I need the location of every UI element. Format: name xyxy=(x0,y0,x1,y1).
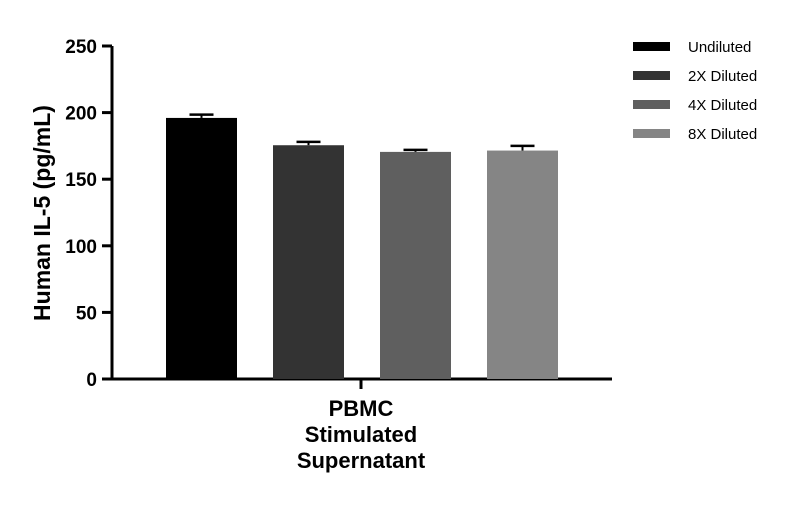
x-category-label: Stimulated xyxy=(305,422,417,447)
legend-label: Undiluted xyxy=(688,39,751,56)
y-tick-label: 200 xyxy=(65,104,97,125)
x-category-label: PBMC xyxy=(329,396,394,421)
bar xyxy=(273,145,344,379)
legend: Undiluted 2X Diluted 4X Diluted 8X Diluted xyxy=(633,39,757,143)
legend-label: 4X Diluted xyxy=(688,97,757,114)
legend-swatch xyxy=(633,100,670,109)
legend-swatch xyxy=(633,129,670,138)
legend-swatch xyxy=(633,71,670,80)
bar xyxy=(166,117,237,379)
legend-label: 2X Diluted xyxy=(688,68,757,85)
bar xyxy=(487,150,558,379)
y-axis-label: Human IL-5 (pg/mL) xyxy=(29,105,55,321)
y-tick-label: 150 xyxy=(65,170,97,191)
y-tick-label: 250 xyxy=(65,37,97,58)
bar xyxy=(380,151,451,379)
legend-swatch xyxy=(633,42,670,51)
x-category-label: Supernatant xyxy=(297,448,426,473)
y-tick-label: 0 xyxy=(86,370,97,391)
y-tick-label: 100 xyxy=(65,237,97,258)
legend-label: 8X Diluted xyxy=(688,126,757,143)
y-tick-label: 50 xyxy=(76,303,97,324)
